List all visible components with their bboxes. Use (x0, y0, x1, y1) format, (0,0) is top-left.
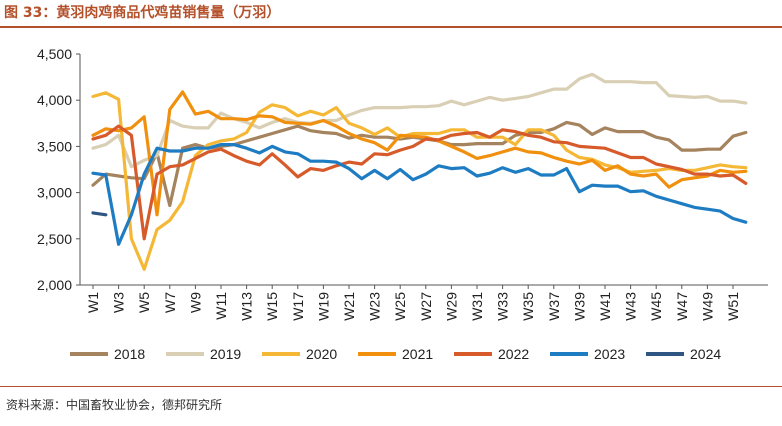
legend-label-2021: 2021 (402, 346, 433, 362)
x-tick-label: W35 (520, 292, 536, 321)
x-tick-label: W17 (290, 292, 306, 321)
series-layer (91, 72, 748, 271)
legend-label-2018: 2018 (114, 346, 145, 362)
x-tick-label: W5 (136, 292, 152, 313)
x-tick-label: W41 (597, 292, 613, 321)
x-tick-label: W3 (111, 292, 127, 313)
y-tick-label: 4,500 (37, 46, 72, 62)
x-tick-label: W23 (367, 292, 383, 321)
x-tick-label: W37 (546, 292, 562, 321)
legend: 2018 2019 2020 2021 2022 2023 2024 (70, 346, 721, 362)
series-line-2022 (91, 124, 748, 241)
series-line-2021 (91, 90, 748, 217)
x-tick-label: W21 (341, 292, 357, 321)
x-tick-label: W15 (264, 292, 280, 321)
figure-title: 图 33：黄羽肉鸡商品代鸡苗销售量（万羽） (4, 5, 281, 21)
x-tick-label: W25 (392, 292, 408, 321)
series-line-2023 (91, 143, 748, 246)
series-line-2020 (91, 91, 748, 271)
y-tick-label: 2,500 (37, 231, 72, 247)
footer-divider (0, 386, 782, 387)
x-tick-label: W11 (213, 292, 229, 320)
y-tick-label: 4,000 (37, 92, 72, 108)
legend-label-2020: 2020 (306, 346, 337, 362)
x-tick-label: W31 (469, 292, 485, 321)
y-tick-label: 2,000 (37, 277, 72, 293)
x-axis: W1 W3 W5 W7 W9 W11 W13 W15 W17 W19 W21 W23 W25 W27 W29… (80, 284, 768, 321)
x-tick-label: W39 (571, 292, 587, 321)
x-tick-label: W27 (418, 292, 434, 321)
x-tick-label: W19 (315, 292, 331, 321)
x-tick-label: W7 (162, 292, 178, 313)
x-tick-label: W43 (623, 292, 639, 321)
legend-label-2019: 2019 (210, 346, 241, 362)
x-tick-label: W45 (648, 292, 664, 321)
x-tick-label: W9 (187, 292, 203, 313)
x-tick-label: W51 (725, 292, 741, 321)
legend-label-2024: 2024 (690, 346, 721, 362)
legend-label-2022: 2022 (498, 346, 529, 362)
legend-label-2023: 2023 (594, 346, 625, 362)
series-line-2019 (91, 72, 748, 169)
x-tick-label: W29 (443, 292, 459, 321)
y-axis: 2,000 2,500 3,000 3,500 4,000 4,500 (37, 46, 81, 293)
x-tick-label: W13 (239, 292, 255, 321)
x-tick-label: W47 (674, 292, 690, 321)
series-line-2024 (91, 211, 108, 217)
y-tick-label: 3,500 (37, 138, 72, 154)
title-divider (0, 26, 782, 28)
x-tick-label: W33 (495, 292, 511, 321)
y-tick-label: 3,000 (37, 185, 72, 201)
x-tick-label: W49 (699, 292, 715, 321)
x-tick-label: W1 (85, 292, 101, 313)
source-note: 资料来源：中国畜牧业协会，德邦研究所 (6, 398, 223, 412)
